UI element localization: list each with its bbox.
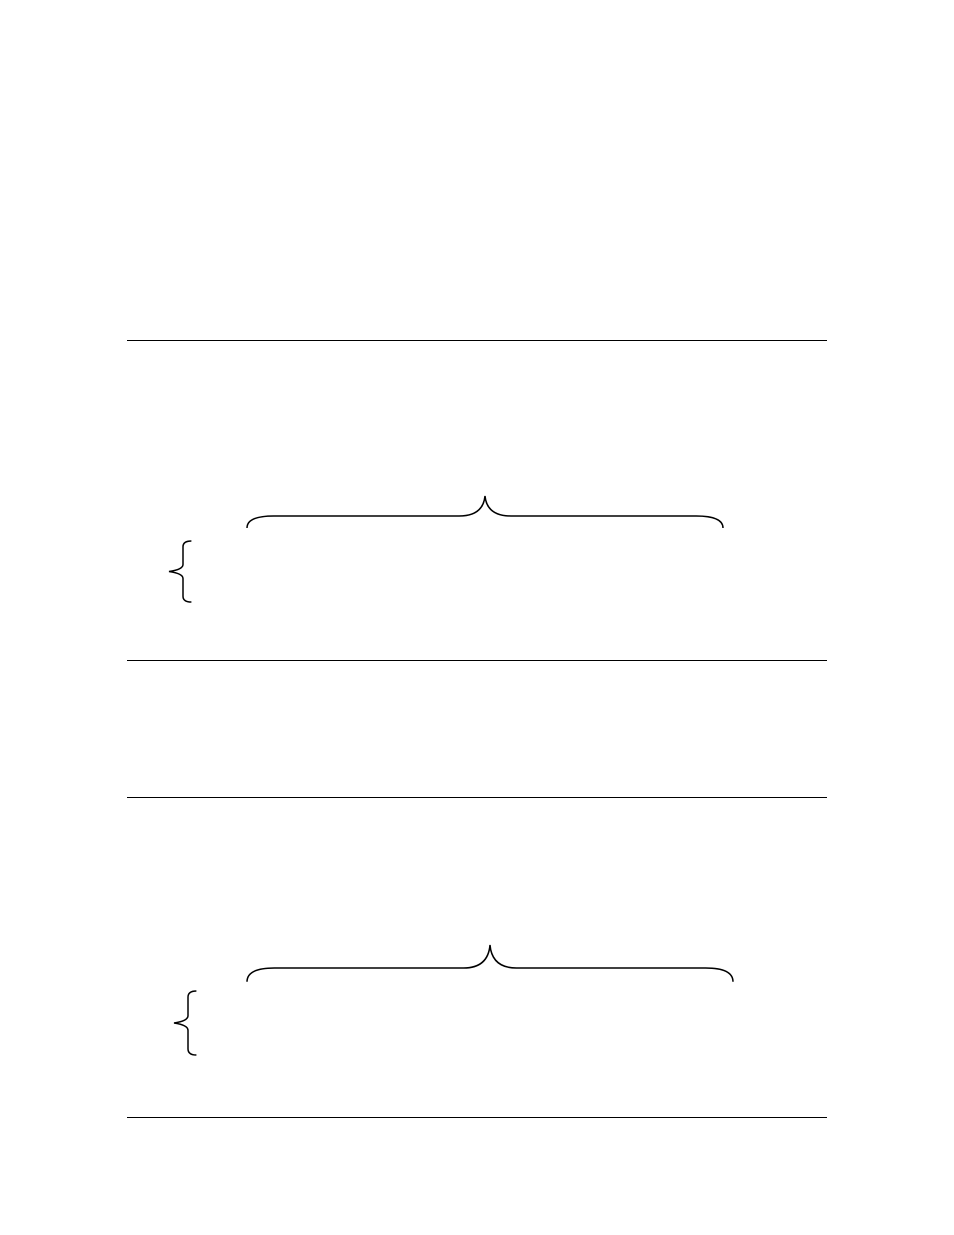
top-brace-2 bbox=[245, 943, 735, 995]
horizontal-line-1 bbox=[127, 340, 827, 341]
horizontal-line-3 bbox=[127, 797, 827, 798]
top-brace-1 bbox=[245, 494, 725, 540]
horizontal-line-4 bbox=[127, 1117, 827, 1118]
horizontal-line-2 bbox=[127, 660, 827, 661]
left-brace-2 bbox=[172, 989, 206, 1057]
left-brace-1 bbox=[167, 539, 201, 604]
